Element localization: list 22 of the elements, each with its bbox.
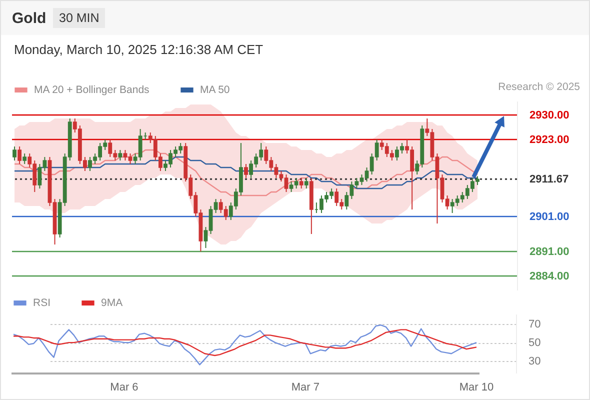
chart-title: Gold bbox=[12, 10, 46, 27]
x-tick-label: Mar 10 bbox=[459, 382, 494, 394]
line-series bbox=[12, 324, 478, 366]
x-tick-label: Mar 7 bbox=[291, 382, 320, 394]
y-tick-label: 2884.00 bbox=[530, 270, 570, 282]
y-tick-label: 2923.00 bbox=[530, 134, 570, 146]
legend-label: MA 20 + Bollinger Bands bbox=[34, 84, 150, 96]
y-tick-label: 2901.00 bbox=[530, 211, 570, 223]
y-tick-label: 2930.00 bbox=[530, 110, 570, 122]
text: Research © 2025 bbox=[498, 81, 580, 93]
legend-label: MA 50 bbox=[200, 84, 230, 96]
y-tick-label: 30 bbox=[528, 356, 541, 368]
y-tick-label: 2891.00 bbox=[530, 246, 570, 258]
line-series bbox=[12, 329, 478, 356]
x-tick-label: Mar 6 bbox=[110, 382, 138, 394]
y-tick-label: 70 bbox=[528, 318, 541, 331]
legend-label: 9MA bbox=[101, 297, 123, 309]
y-tick-label: 2911.67 bbox=[530, 174, 569, 186]
legend-label: RSI bbox=[33, 297, 51, 309]
text: Monday, March 10, 2025 12:16:38 AM CET bbox=[14, 42, 264, 57]
chart-subtitle: 30 MIN bbox=[53, 8, 106, 28]
y-tick-label: 50 bbox=[528, 337, 541, 350]
